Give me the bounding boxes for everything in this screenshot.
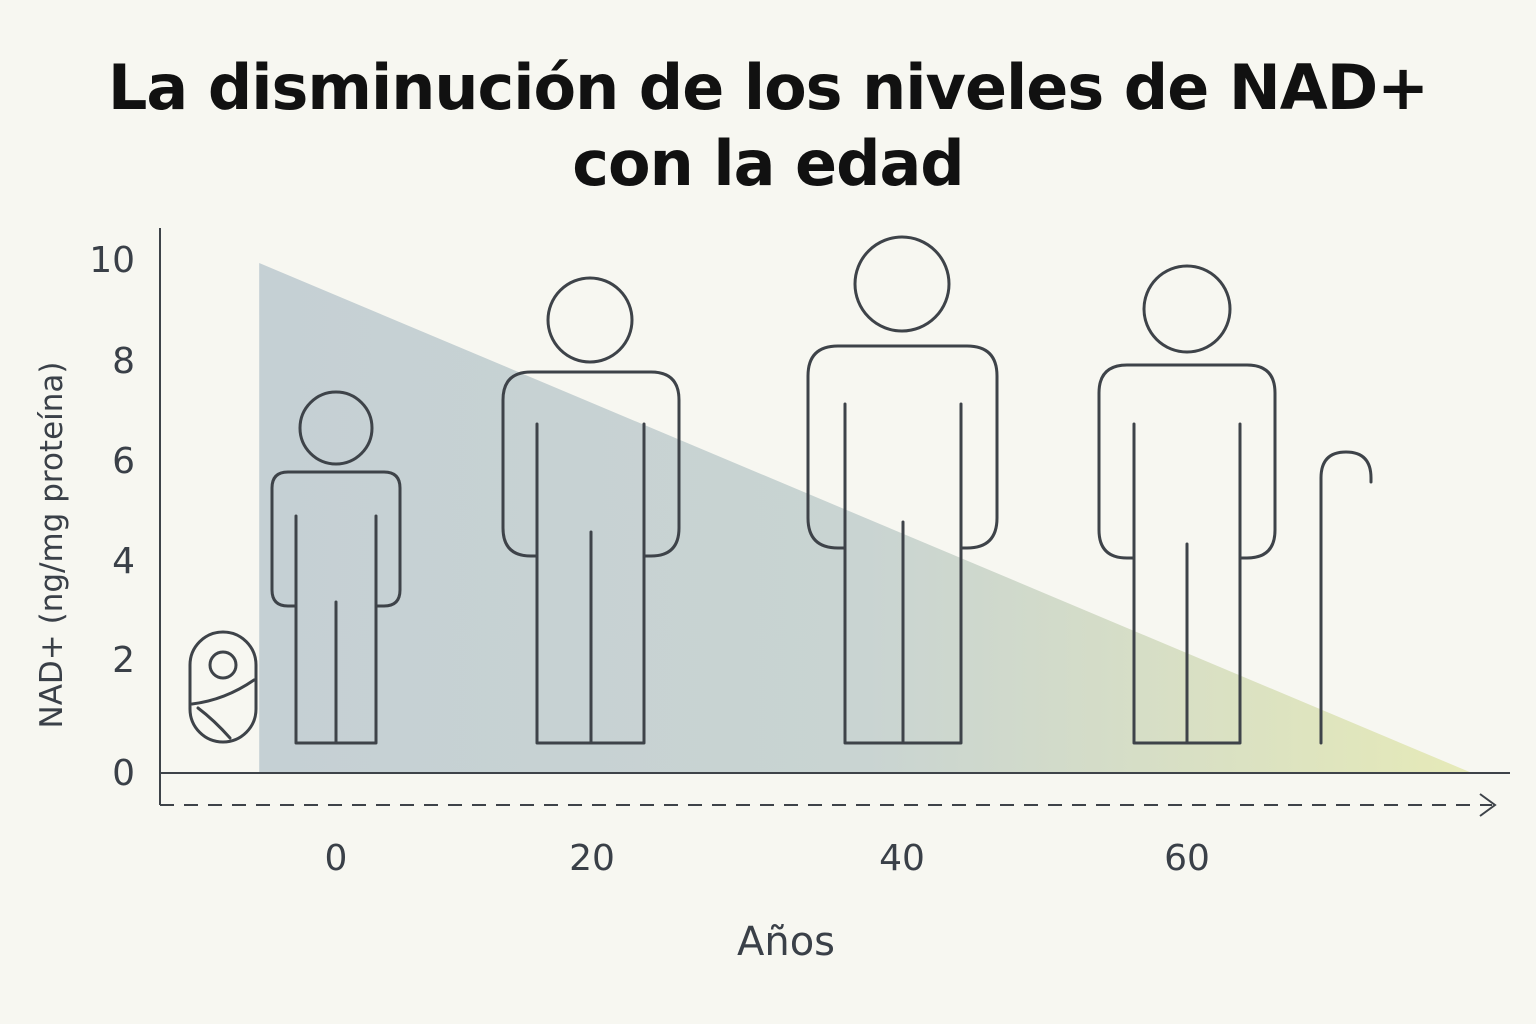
chart-title-line-1: La disminución de los niveles de NAD+ [107,51,1429,124]
adult-icon [806,235,999,745]
child-icon [270,390,402,745]
nad-area [259,263,1473,773]
y-tick-10: 10 [89,240,135,281]
y-tick-2: 2 [112,640,135,681]
y-axis-label: NAD+ (ng/mg proteína) [34,362,70,729]
x-axis-label: Años [737,919,835,965]
x-tick-20: 20 [569,838,615,879]
x-axis-arrowhead [1479,793,1497,817]
y-tick-6: 6 [112,441,135,482]
y-tick-8: 8 [112,341,135,382]
young-adult-icon [501,276,681,745]
chart-title: La disminución de los niveles de NAD+ co… [0,50,1536,202]
x-tick-40: 40 [879,838,925,879]
cane-icon [1319,450,1373,745]
x-tick-0: 0 [325,838,348,879]
baby-icon [188,630,258,744]
x-tick-60: 60 [1164,838,1210,879]
y-tick-0: 0 [112,753,135,794]
elderly-icon [1097,264,1277,745]
chart-title-line-2: con la edad [572,127,964,200]
y-tick-4: 4 [112,541,135,582]
